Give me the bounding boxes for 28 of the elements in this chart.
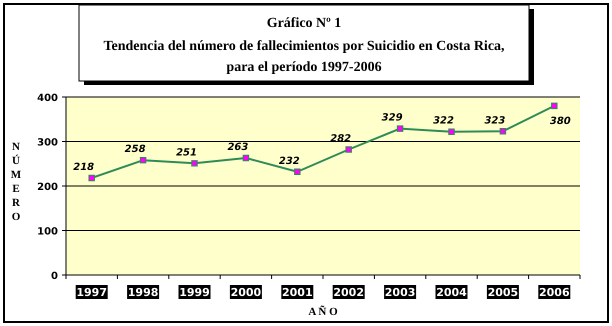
y-tick-label: 100	[37, 226, 58, 238]
data-label: 218	[73, 162, 94, 173]
point	[140, 156, 146, 164]
point	[500, 128, 506, 135]
data-label: 263	[227, 142, 248, 153]
data-label: 232	[278, 156, 300, 167]
point	[242, 154, 250, 162]
data-label: 329	[382, 112, 403, 124]
data-label: 323	[484, 115, 506, 126]
point	[396, 125, 404, 132]
y-axis-title: NÚMERO	[10, 141, 22, 223]
point	[551, 102, 558, 110]
x-axis-title: A Ñ O	[308, 305, 338, 318]
point	[345, 146, 352, 153]
point	[448, 128, 455, 135]
data-label: 322	[433, 116, 454, 127]
point	[294, 168, 301, 175]
y-tick-label: 0	[51, 271, 58, 282]
point	[88, 174, 95, 182]
chart-subtitle: Tendencia del número de fallecimientos por Suicidio en Costa Rica, para el período 1997-2006	[103, 39, 505, 75]
data-label: 258	[124, 144, 146, 156]
point	[191, 160, 198, 167]
data-label: 380	[550, 116, 571, 127]
data-label: 251	[176, 147, 197, 158]
chart-title: Gráfico Nº 1	[266, 16, 342, 31]
y-tick-label: 200	[37, 182, 58, 193]
y-tick-label: 300	[37, 138, 58, 148]
y-tick-label: 400	[37, 93, 58, 104]
